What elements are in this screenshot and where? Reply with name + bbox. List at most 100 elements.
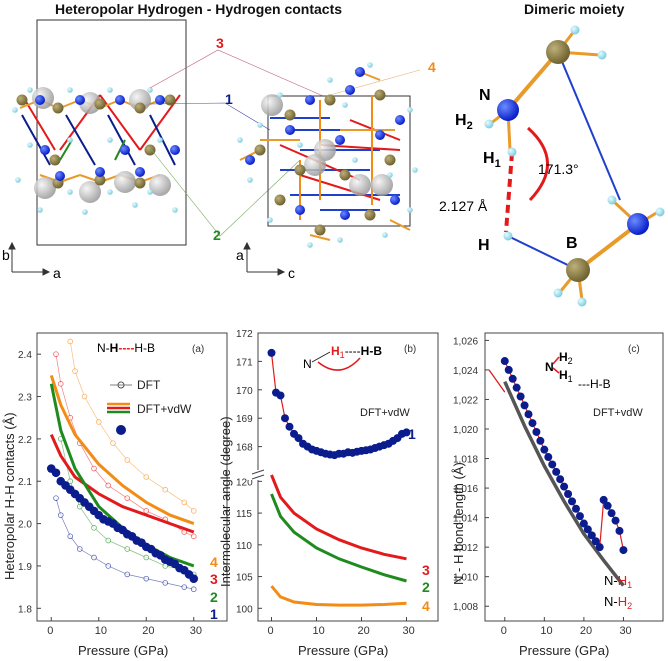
c-point-h1 [524,410,533,419]
b-point-1 [402,428,411,437]
panel-b-tag: (b) [404,344,416,355]
x-tick-label-b: 20 [358,625,370,637]
hydrogen-atom [107,137,113,143]
c-point-h1 [548,460,557,469]
point-dft-1 [76,546,83,552]
y-tick-label-b-bottom: 100 [236,604,253,615]
path-label-2: 2 [213,227,221,243]
panel-a-inset: N-H----H-B [97,341,155,355]
grey-atom [349,174,371,196]
boron-atom [274,194,286,206]
panel-a-xlabel: Pressure (GPa) [78,643,168,658]
c-point-h1 [599,495,608,504]
bond [309,234,331,241]
x-tick-label-c: 10 [540,625,552,637]
panel-c-inset-h1: H1 [559,368,573,384]
panel-a-tag: (a) [192,344,204,355]
grey-atom [79,181,101,203]
b-series-3-line [270,474,407,561]
c-point-h1 [532,427,541,436]
hydrogen-atom [342,102,348,108]
c-series-h1-ext [488,369,506,393]
series-vdw-3-line [49,433,195,534]
x-tick-label-c: 30 [619,625,631,637]
point-dft-4 [124,457,131,463]
c-point-h1 [603,501,612,510]
panel-a-ylabel: Heteropolar H-H contacts (Å) [2,412,17,580]
grey-atom [261,94,283,116]
nitrogen-atom [95,167,105,177]
hydrogen-atom [147,87,153,93]
dimer-distance-label: 2.127 Å [439,198,488,214]
c-point-h1 [508,374,517,383]
y-tick-label-a: 2.2 [18,435,32,446]
point-vdw-1 [189,574,199,583]
y-tick-label-b-top: 170 [236,386,253,397]
hydrogen-atom [67,137,73,143]
nitrogen-atom [135,167,145,177]
point-dft-3 [53,351,59,357]
c-point-h1 [544,453,553,462]
nitrogen-atom [35,95,45,105]
hydrogen-atom [337,237,343,243]
dimer-diagram [484,25,665,307]
y-tick-label-c: 1,014 [453,514,478,525]
boron-atom [94,174,106,186]
crystal-structure-middle [237,62,418,248]
x-tick-label-a: 20 [142,625,154,637]
bond [21,114,51,166]
c-point-h1 [536,436,545,445]
nitrogen-atom [375,130,385,140]
x-tick-label-c: 0 [501,625,507,637]
c-point-h1 [504,365,513,374]
nitrogen-atom [245,155,255,165]
hydrogen-atom [157,137,163,143]
y-tick-label-c: 1,012 [453,543,478,554]
grey-atom [79,92,101,114]
dimer-atom-H: H [478,237,490,254]
c-point-h1 [556,475,565,484]
path-label-3: 3 [216,35,224,51]
c-point-h1 [607,509,616,518]
axis-c-label: c [288,265,295,281]
point-dft-1 [67,533,74,540]
panel-c-ylabel: N - H bond length (Å) [451,462,466,585]
dimer-atom-B: B [566,235,578,252]
series-label-1: 1 [210,606,218,622]
dimer-atom-H1: H1 [483,150,501,170]
boron-atom [284,109,296,121]
c-point-h1 [615,526,624,535]
hydrogen-atom [412,167,418,173]
crystal-structure-left [12,19,187,246]
x-tick-label-a: 0 [47,625,53,637]
y-tick-label-b-bottom: 120 [236,477,253,488]
y-tick-label-b-bottom: 115 [236,509,252,520]
b-series-2-line [270,493,407,583]
bond [65,114,96,166]
hydrogen-atom [12,107,18,113]
hydrogen-atom [382,232,388,238]
y-tick-label-c: 1,018 [453,455,478,466]
hydrogen-atom [107,87,113,93]
point-dft-2 [76,503,83,510]
b-series-label-2: 2 [422,579,430,595]
point-dft-1 [162,580,169,586]
hydrogen-atom [367,62,373,68]
y-tick-label-b-top: 172 [236,329,253,340]
hydrogen-atom [277,92,283,98]
dimer-angle-label: 171.3° [538,161,579,177]
hydrogen-atom [82,209,88,215]
point-dft-4 [162,486,169,493]
hydrogen-atom [247,177,253,183]
b-series-label-4: 4 [422,598,430,614]
point-dft-1 [91,554,97,561]
y-tick-label-a: 2.0 [18,520,32,531]
point-dft-3 [105,482,112,489]
hydrogen-atom [387,172,393,178]
point-dft-2 [91,525,97,531]
boron-atom [364,209,376,221]
point-dft-3 [124,495,131,501]
b-point-1 [276,391,285,400]
hydrogen-atom [407,207,413,213]
y-tick-label-c: 1,022 [453,395,478,406]
